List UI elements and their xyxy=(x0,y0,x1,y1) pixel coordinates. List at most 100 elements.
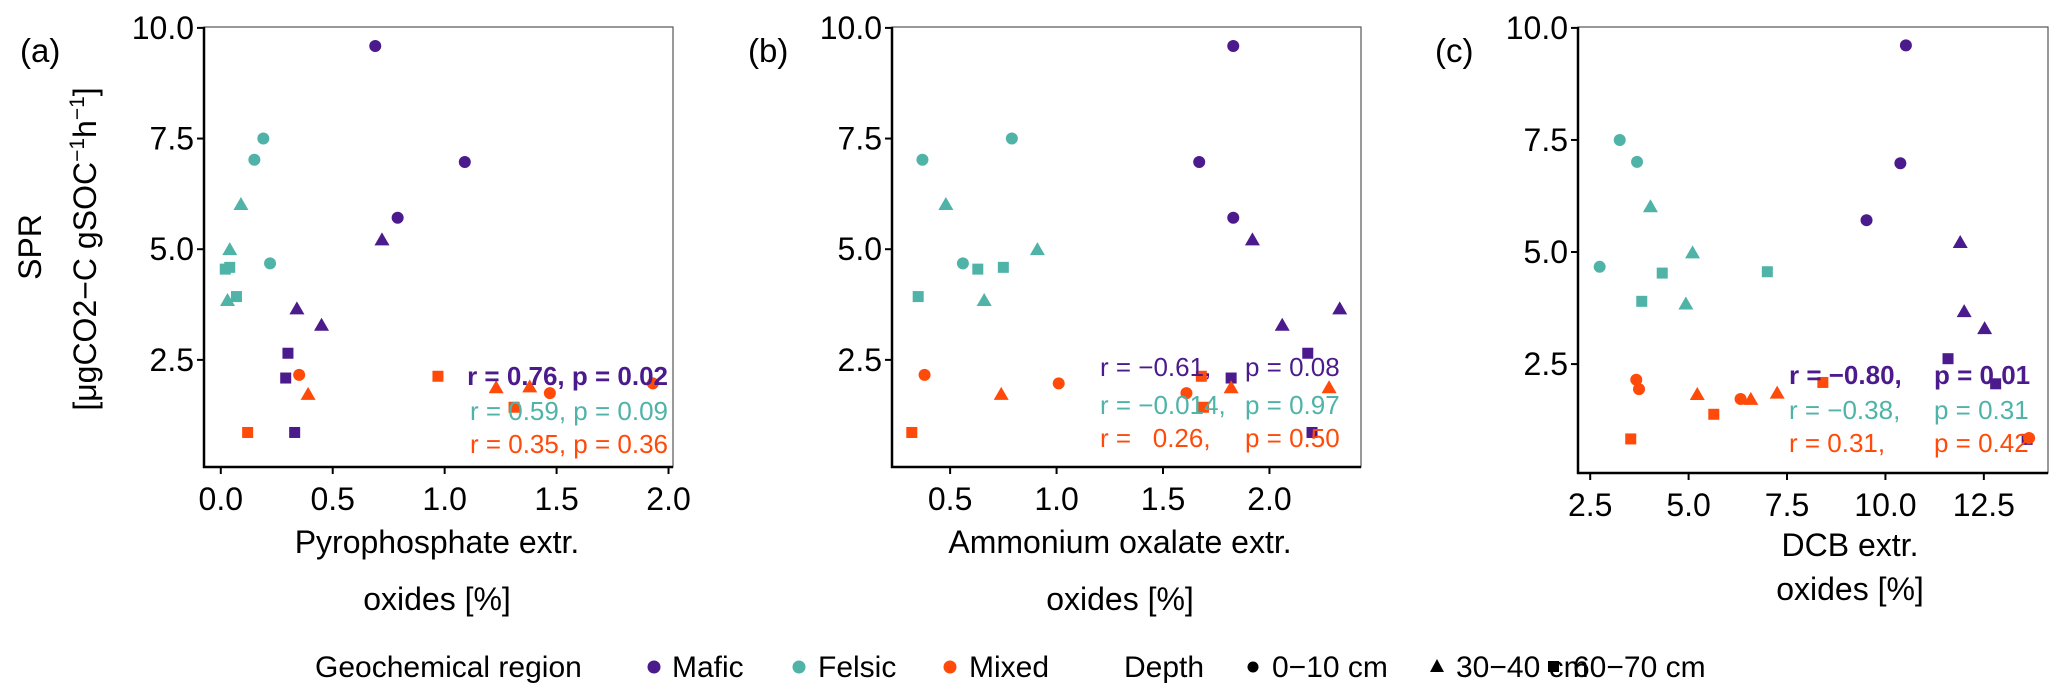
point-mixed-triangle xyxy=(1769,385,1785,399)
panel-label: (b) xyxy=(748,32,788,69)
point-mafic-triangle xyxy=(374,232,390,246)
point-mafic-square xyxy=(1225,372,1237,384)
correlation-mixed: r = 0.35, p = 0.36 xyxy=(470,429,668,459)
point-felsic-triangle xyxy=(1685,245,1701,259)
point-felsic-triangle xyxy=(976,293,992,307)
point-mafic-circle xyxy=(1894,157,1907,170)
point-mixed-circle xyxy=(293,368,306,381)
point-mixed-square xyxy=(242,426,254,438)
point-mafic-triangle xyxy=(1244,232,1260,246)
x-tick-label: 0.5 xyxy=(310,481,354,517)
correlation-p-mixed: p = 0.42 xyxy=(1934,428,2029,458)
point-mafic-square xyxy=(1302,347,1314,359)
legend-depth-0-10-label: 0−10 cm xyxy=(1272,651,1388,684)
correlation-r-mixed: r = 0.26, xyxy=(1100,423,1211,453)
y-unit-part: [μgCO2−C gSOC xyxy=(67,162,103,411)
point-mafic-circle xyxy=(1193,156,1206,169)
point-mafic-triangle xyxy=(314,317,330,331)
point-mafic-circle xyxy=(1227,211,1240,224)
point-mafic-square xyxy=(280,372,292,384)
y-axis-title: SPR [μgCO2−C gSOC−1h−1] xyxy=(12,87,103,410)
x-tick-label: 1.0 xyxy=(1034,481,1078,517)
y-unit-sup: −1 xyxy=(66,138,89,162)
x-tick-label: 1.5 xyxy=(1141,481,1185,517)
y-tick-label: 5.0 xyxy=(1524,234,1568,270)
legend-depth-60-70-label: 60−70 cm xyxy=(1573,651,1706,684)
point-mafic-circle xyxy=(1899,39,1912,52)
point-felsic-triangle xyxy=(1678,296,1694,310)
x-axis-title-line1: DCB extr. xyxy=(1782,527,1919,563)
legend-mafic-swatch-icon xyxy=(647,660,661,674)
correlation-r-felsic: r = −0.014, xyxy=(1100,390,1226,420)
x-tick-label: 2.0 xyxy=(1247,481,1291,517)
panel-c: (c) 2.5 5.0 7.5 10.0 2.5 5.0 7.5 10.0 12.5 DCB ext… xyxy=(1435,10,2049,607)
x-axis-title-line1: Ammonium oxalate extr. xyxy=(948,524,1291,560)
point-mafic-circle xyxy=(1227,40,1240,53)
y-tick-label: 2.5 xyxy=(838,342,882,378)
x-tick-label: 5.0 xyxy=(1666,487,1710,523)
correlation-p-felsic: p = 0.31 xyxy=(1934,395,2029,425)
point-mafic-circle xyxy=(1860,214,1873,227)
point-felsic-circle xyxy=(264,257,277,270)
point-mafic-triangle xyxy=(1956,304,1972,318)
y-unit-part: ] xyxy=(67,87,103,96)
panel-label: (c) xyxy=(1435,32,1473,69)
point-felsic-circle xyxy=(1613,133,1626,146)
point-mafic-triangle xyxy=(1952,235,1968,249)
point-felsic-square xyxy=(1636,295,1648,307)
point-mixed-circle xyxy=(2023,432,2036,445)
y-tick-label: 10.0 xyxy=(820,10,882,46)
point-mixed-circle xyxy=(1734,393,1747,406)
point-felsic-square xyxy=(997,261,1009,273)
point-felsic-circle xyxy=(248,153,261,166)
legend-depth-30-40-label: 30−40 cm xyxy=(1456,651,1589,684)
y-tick-label: 7.5 xyxy=(1524,122,1568,158)
panel-label: (a) xyxy=(20,32,60,69)
point-felsic-square xyxy=(219,263,231,275)
legend-mixed-swatch-icon xyxy=(943,660,957,674)
point-mafic-square xyxy=(1942,353,1954,365)
point-felsic-circle xyxy=(1005,132,1018,145)
point-felsic-square xyxy=(1761,266,1773,278)
correlation-p-mafic: p = 0.08 xyxy=(1245,352,1340,382)
legend-felsic-label: Felsic xyxy=(818,651,896,684)
series-felsic xyxy=(219,132,277,307)
point-mixed-square xyxy=(1195,370,1207,382)
y-tick-label: 10.0 xyxy=(1506,10,1568,46)
correlation-p-mixed: p = 0.50 xyxy=(1245,423,1340,453)
point-mafic-square xyxy=(289,426,301,438)
point-felsic-circle xyxy=(257,132,270,145)
point-mixed-square xyxy=(1197,401,1209,413)
x-tick-label: 7.5 xyxy=(1765,487,1809,523)
y-tick-label: 7.5 xyxy=(838,121,882,157)
point-felsic-triangle xyxy=(1642,199,1658,213)
x-tick-label: 10.0 xyxy=(1854,487,1916,523)
correlation-mafic: r = 0.76, p = 0.02 xyxy=(467,361,668,391)
x-tick-label: 0.0 xyxy=(199,481,243,517)
x-tick-label: 1.5 xyxy=(534,481,578,517)
point-felsic-triangle xyxy=(1029,242,1045,256)
panel-a: (a) 2.5 5.0 7.5 10.0 0.0 0.5 1.0 1.5 2.0 Pyrophosp… xyxy=(20,10,691,617)
point-mixed-triangle xyxy=(488,380,504,394)
legend-triangle-icon xyxy=(1430,659,1444,672)
y-tick-label: 7.5 xyxy=(150,121,194,157)
point-mixed-square xyxy=(1817,376,1829,388)
point-mafic-triangle xyxy=(289,301,305,315)
point-mixed-triangle xyxy=(300,386,316,400)
point-mixed-circle xyxy=(646,377,659,390)
panels: (a) 2.5 5.0 7.5 10.0 0.0 0.5 1.0 1.5 2.0 Pyrophosp… xyxy=(20,10,2049,617)
point-felsic-square xyxy=(912,291,924,303)
y-tick-label: 5.0 xyxy=(150,231,194,267)
legend-square-icon xyxy=(1548,661,1559,672)
point-mixed-square xyxy=(1708,408,1720,420)
x-axis-title-line1: Pyrophosphate extr. xyxy=(295,524,580,560)
point-felsic-triangle xyxy=(938,196,954,210)
y-unit-sup: −1 xyxy=(66,96,89,120)
point-mixed-square xyxy=(906,426,918,438)
point-mixed-circle xyxy=(1633,383,1646,396)
y-axis-title-line1: SPR xyxy=(12,214,48,280)
point-mixed-circle xyxy=(1180,387,1193,400)
point-mafic-circle xyxy=(369,40,382,53)
point-mixed-triangle xyxy=(993,386,1009,400)
